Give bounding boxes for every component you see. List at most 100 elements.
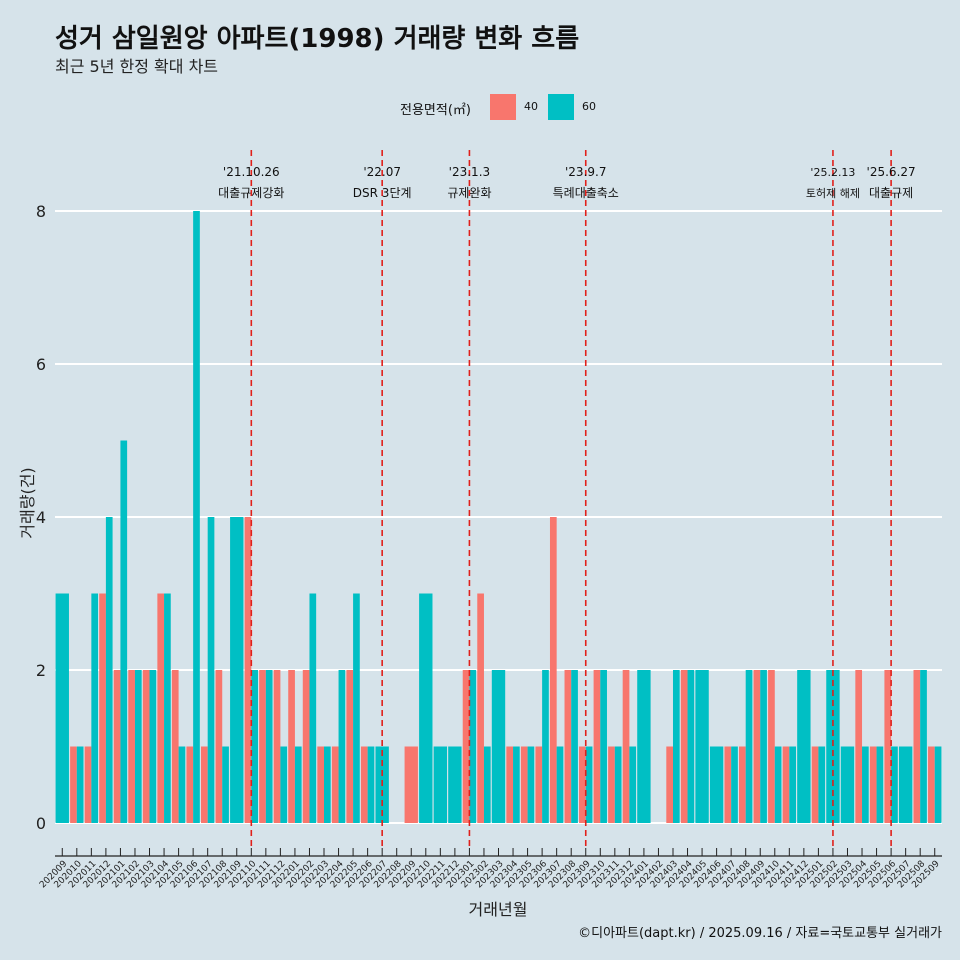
bar-202307-40 <box>549 517 557 823</box>
event-label-5: 대출규제 <box>869 186 913 200</box>
bar-202401-60 <box>637 670 651 823</box>
legend-label-60: 60 <box>582 100 596 113</box>
legend-label-40: 40 <box>524 100 538 113</box>
bar-202312-60 <box>629 746 637 823</box>
bar-202104-60 <box>164 593 171 823</box>
event-date-3: '23.9.7 <box>565 165 606 179</box>
bar-202301-40 <box>462 670 470 823</box>
bar-202012-40 <box>99 593 106 823</box>
bar-202306-40 <box>535 746 543 823</box>
bar-202010-40 <box>70 746 77 823</box>
y-tick-label: 6 <box>36 355 46 374</box>
bar-202107-40 <box>200 746 208 823</box>
bar-202009-60 <box>55 593 69 823</box>
bar-202211-60 <box>433 746 448 823</box>
bar-202501-60 <box>818 746 826 823</box>
bar-202305-40 <box>520 746 528 823</box>
bar-202507-60 <box>898 746 913 823</box>
bar-202205-60 <box>353 593 360 823</box>
bar-202311-40 <box>608 746 615 823</box>
bar-202206-40 <box>360 746 368 823</box>
bar-202310-40 <box>593 670 601 823</box>
bar-202110-60 <box>251 670 258 823</box>
bar-202106-40 <box>186 746 194 823</box>
bar-202406-60 <box>709 746 724 823</box>
event-label-3: 특례대출축소 <box>553 186 619 200</box>
bar-202407-60 <box>731 746 738 823</box>
bar-202509-60 <box>934 746 942 823</box>
bar-202105-40 <box>171 670 179 823</box>
legend-swatch-40 <box>490 94 516 120</box>
bar-202111-60 <box>265 670 273 823</box>
bar-202407-40 <box>724 746 732 823</box>
bar-202305-60 <box>527 746 535 823</box>
bar-202309-60 <box>585 746 593 823</box>
bar-202103-40 <box>142 670 150 823</box>
bar-202403-40 <box>666 746 673 823</box>
bar-202304-60 <box>513 746 520 823</box>
bar-202103-60 <box>149 670 157 823</box>
bar-202310-60 <box>600 670 607 823</box>
bar-202209-40 <box>404 746 418 823</box>
y-tick-label: 2 <box>36 661 46 680</box>
source-caption: ©디아파트(dapt.kr) / 2025.09.16 / 자료=국토교통부 실… <box>578 926 942 941</box>
bar-202205-40 <box>346 670 354 823</box>
event-date-4: '25.2.13 <box>810 166 855 179</box>
bar-202101-60 <box>120 440 128 823</box>
bar-202108-60 <box>222 746 229 823</box>
bar-202410-40 <box>768 670 775 823</box>
bar-202204-40 <box>331 746 339 823</box>
bar-202111-40 <box>259 670 266 823</box>
event-label-2: 규제완화 <box>447 186 491 200</box>
bar-202306-60 <box>542 670 549 823</box>
bar-202104-40 <box>157 593 165 823</box>
bar-202410-60 <box>774 746 782 823</box>
bar-202201-60 <box>294 746 302 823</box>
bar-202411-40 <box>782 746 790 823</box>
bar-202409-40 <box>753 670 761 823</box>
bar-202506-60 <box>891 746 898 823</box>
bar-202010-60 <box>76 746 84 823</box>
bar-202303-60 <box>491 670 506 823</box>
bar-202307-60 <box>556 746 564 823</box>
bar-202311-60 <box>614 746 622 823</box>
bar-202302-60 <box>483 746 491 823</box>
event-label-0: 대출규제강화 <box>218 186 284 200</box>
bar-202509-40 <box>928 746 935 823</box>
bar-202312-40 <box>622 670 630 823</box>
x-axis-title: 거래년월 <box>469 900 528 919</box>
bar-202212-60 <box>448 746 462 823</box>
bar-202403-60 <box>672 670 680 823</box>
bar-202508-60 <box>920 670 927 823</box>
bar-202107-60 <box>207 517 215 823</box>
bar-202505-40 <box>869 746 877 823</box>
bar-202411-60 <box>789 746 797 823</box>
bar-202110-40 <box>244 517 252 823</box>
bar-202101-40 <box>113 670 121 823</box>
y-axis-title: 거래량(건) <box>18 467 37 538</box>
bar-202506-40 <box>884 670 892 823</box>
event-date-5: '25.6.27 <box>867 165 916 179</box>
bar-202409-60 <box>760 670 767 823</box>
bar-202309-40 <box>579 746 586 823</box>
bar-202112-60 <box>280 746 288 823</box>
bar-202408-40 <box>739 746 746 823</box>
bar-202105-60 <box>178 746 186 823</box>
bar-202102-40 <box>128 670 135 823</box>
bar-202204-60 <box>338 670 346 823</box>
y-tick-label: 8 <box>36 202 46 221</box>
bar-202504-60 <box>862 746 869 823</box>
bar-202503-60 <box>840 746 855 823</box>
bar-202106-60 <box>193 211 200 823</box>
bar-202302-40 <box>477 593 484 823</box>
bar-202109-60 <box>230 517 244 823</box>
bar-202112-40 <box>273 670 281 823</box>
bar-202412-60 <box>797 670 811 823</box>
legend: 전용면적(㎡) 40 60 <box>0 92 960 122</box>
bar-202408-60 <box>745 670 753 823</box>
bar-202404-40 <box>680 670 688 823</box>
bar-202012-60 <box>105 517 113 823</box>
bar-202308-60 <box>571 670 578 823</box>
bar-202210-60 <box>419 593 433 823</box>
